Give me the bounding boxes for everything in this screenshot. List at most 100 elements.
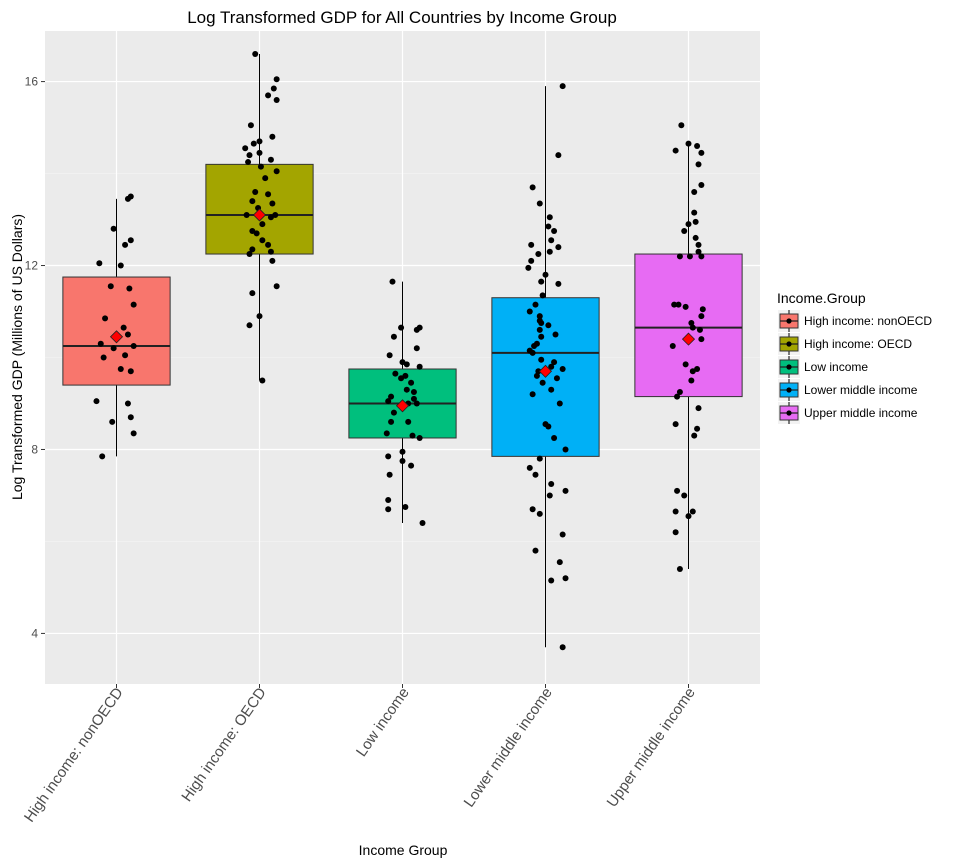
data-point: [678, 122, 685, 129]
legend-item: High income: nonOECD: [778, 310, 932, 332]
data-point: [272, 211, 279, 218]
data-point: [399, 359, 406, 366]
legend-key-point: [786, 318, 792, 324]
data-point: [699, 306, 706, 313]
data-points: [93, 50, 706, 651]
data-point: [97, 340, 104, 347]
x-tick-label: Upper middle income: [604, 685, 699, 811]
data-point: [548, 237, 555, 244]
data-point: [265, 92, 272, 99]
data-point: [245, 159, 252, 166]
data-point: [259, 237, 266, 244]
data-point: [127, 368, 134, 375]
data-point: [117, 365, 124, 372]
data-point: [675, 301, 682, 308]
mean-marker: [109, 330, 124, 344]
data-point: [682, 361, 689, 368]
data-point: [386, 471, 393, 478]
data-point: [385, 398, 392, 405]
data-point: [252, 188, 259, 195]
data-point: [273, 283, 280, 290]
data-point: [691, 432, 698, 439]
data-point: [538, 278, 545, 285]
data-point: [685, 221, 692, 228]
data-point: [695, 241, 702, 248]
data-point: [536, 326, 543, 333]
data-point: [388, 393, 395, 400]
data-point: [390, 333, 397, 340]
data-point: [559, 365, 566, 372]
data-point: [250, 140, 257, 147]
data-point: [546, 214, 553, 221]
data-point: [243, 211, 250, 218]
data-point: [692, 218, 699, 225]
data-point: [273, 96, 280, 103]
legend-item: High income: OECD: [778, 333, 912, 355]
data-point: [413, 400, 420, 407]
data-point: [385, 453, 392, 460]
data-point: [535, 251, 542, 258]
data-point: [416, 363, 423, 370]
data-point: [252, 50, 259, 57]
data-point: [398, 324, 405, 331]
data-point: [691, 209, 698, 216]
data-point: [676, 388, 683, 395]
data-point: [405, 418, 412, 425]
data-point: [528, 257, 535, 264]
chart-title: Log Transformed GDP for All Countries by…: [187, 8, 617, 27]
data-point: [548, 363, 555, 370]
mean-marker: [681, 332, 696, 346]
data-point: [249, 246, 256, 253]
data-point: [698, 313, 705, 320]
data-point: [691, 188, 698, 195]
data-point: [410, 395, 417, 402]
data-point: [247, 122, 254, 129]
data-point: [562, 575, 569, 582]
data-point: [265, 191, 272, 198]
data-point: [545, 223, 552, 230]
data-point: [685, 513, 692, 520]
data-point: [402, 503, 409, 510]
legend-label: Lower middle income: [804, 383, 918, 397]
legend-key-point: [786, 364, 792, 370]
data-point: [100, 354, 107, 361]
data-point: [110, 345, 117, 352]
data-point: [107, 283, 114, 290]
data-point: [408, 462, 415, 469]
data-point: [555, 244, 562, 251]
data-point: [249, 198, 256, 205]
data-point: [671, 301, 678, 308]
data-point: [270, 85, 277, 92]
data-point: [536, 455, 543, 462]
data-point: [273, 76, 280, 83]
data-point: [676, 253, 683, 260]
data-point: [532, 547, 539, 554]
data-point: [390, 409, 397, 416]
x-tick-label: Lower middle income: [461, 685, 556, 811]
data-point: [385, 506, 392, 513]
data-point: [126, 285, 133, 292]
data-point: [555, 152, 562, 159]
data-point: [698, 149, 705, 156]
x-tick-label: High income: nonOECD: [21, 684, 127, 825]
data-point: [539, 292, 546, 299]
data-point: [698, 182, 705, 189]
legend-title: Income.Group: [777, 290, 866, 306]
data-point: [548, 386, 555, 393]
data-point: [246, 322, 253, 329]
data-point: [130, 343, 137, 350]
data-point: [120, 324, 127, 331]
y-tick-label: 12: [25, 259, 39, 273]
y-tick-label: 16: [25, 75, 39, 89]
data-point: [694, 142, 701, 149]
data-point: [416, 434, 423, 441]
data-point: [536, 313, 543, 320]
data-point: [529, 184, 536, 191]
legend-label: High income: OECD: [804, 337, 912, 351]
data-point: [555, 280, 562, 287]
legend-item: Lower middle income: [778, 379, 918, 401]
data-point: [559, 644, 566, 651]
data-point: [538, 356, 545, 363]
data-point: [688, 377, 695, 384]
data-point: [526, 347, 533, 354]
